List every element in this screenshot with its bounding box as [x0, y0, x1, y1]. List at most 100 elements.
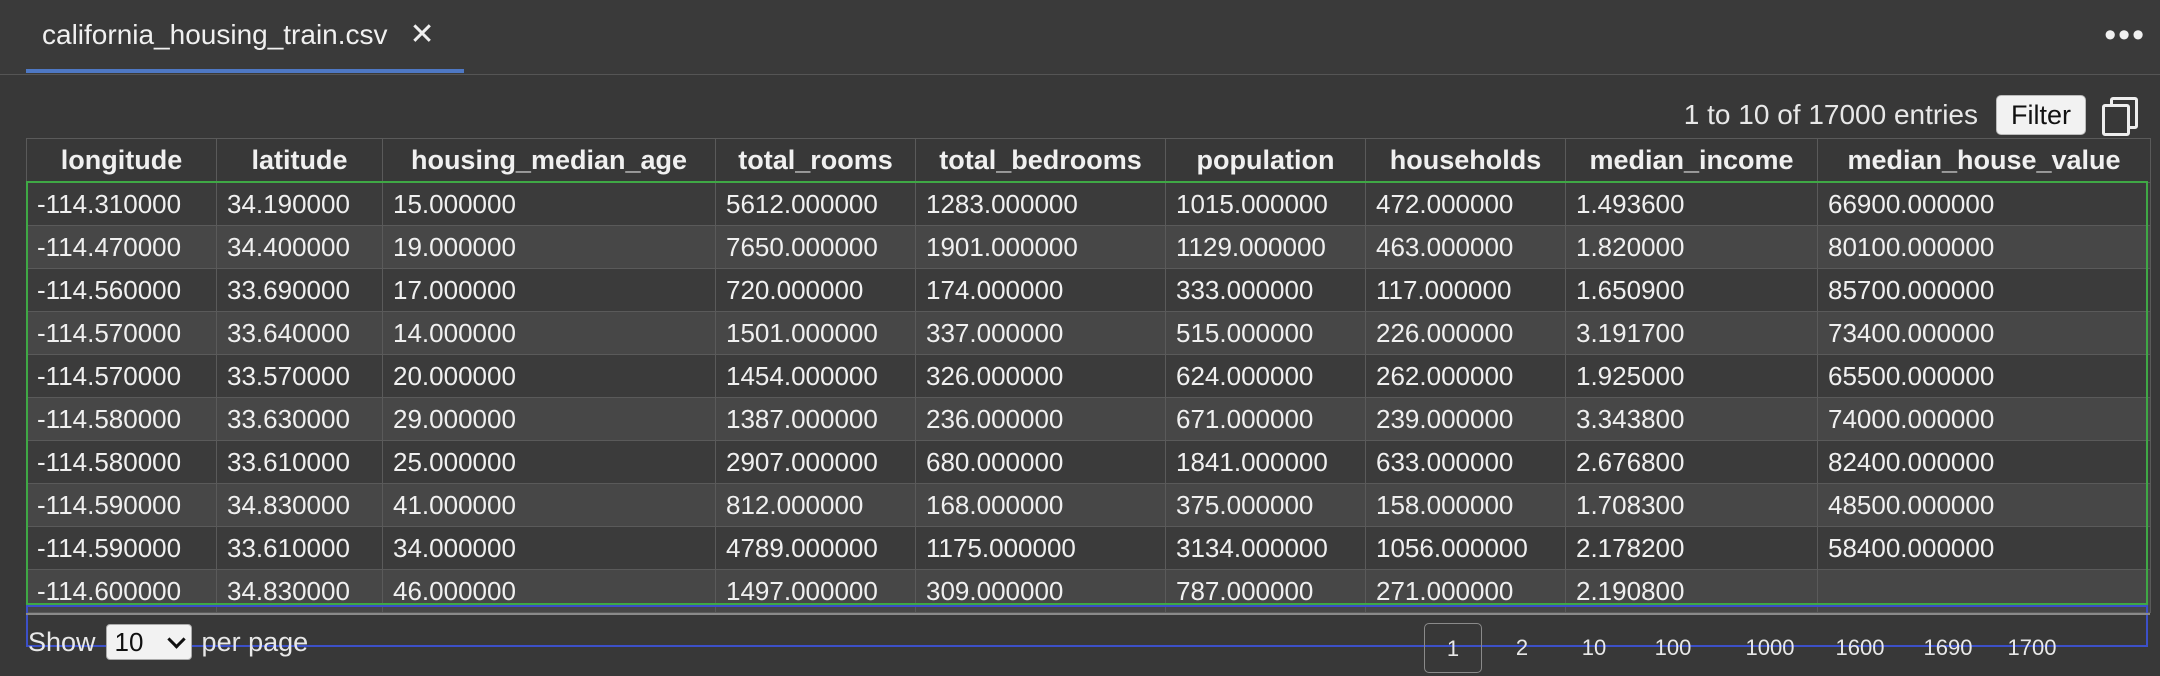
column-header-median-house-value[interactable]: median_house_value [1817, 138, 2151, 183]
table-cell[interactable]: 33.570000 [216, 354, 383, 398]
table-cell[interactable]: 2.190800 [1565, 569, 1818, 613]
table-cell[interactable]: 17.000000 [382, 268, 716, 312]
column-header-housing-median-age[interactable]: housing_median_age [382, 138, 716, 183]
table-cell[interactable]: 33.640000 [216, 311, 383, 355]
table-cell[interactable]: 671.000000 [1165, 397, 1366, 441]
tab-california-housing-train[interactable]: california_housing_train.csv ✕ [26, 0, 464, 73]
table-cell[interactable]: 65500.000000 [1817, 354, 2151, 398]
table-row[interactable]: -114.570000 33.570000 20.000000 1454.000000… [26, 354, 2151, 398]
table-cell[interactable]: 1.820000 [1565, 225, 1818, 269]
table-cell[interactable]: 33.610000 [216, 440, 383, 484]
table-row[interactable]: -114.580000 33.630000 29.000000 1387.000000… [26, 397, 2151, 441]
table-cell[interactable]: 82400.000000 [1817, 440, 2151, 484]
table-cell[interactable]: 812.000000 [715, 483, 916, 527]
column-header-latitude[interactable]: latitude [216, 138, 383, 183]
table-cell[interactable]: 15.000000 [382, 182, 716, 226]
table-cell[interactable]: 5612.000000 [715, 182, 916, 226]
table-cell[interactable]: 633.000000 [1365, 440, 1566, 484]
table-cell[interactable]: 174.000000 [915, 268, 1166, 312]
column-header-longitude[interactable]: longitude [26, 138, 217, 183]
table-cell[interactable]: 680.000000 [915, 440, 1166, 484]
table-cell[interactable]: 236.000000 [915, 397, 1166, 441]
table-cell[interactable]: 7650.000000 [715, 225, 916, 269]
per-page-select[interactable]: 10 [105, 624, 192, 660]
table-cell[interactable]: 33.610000 [216, 526, 383, 570]
table-cell[interactable]: 1283.000000 [915, 182, 1166, 226]
table-cell[interactable]: 74000.000000 [1817, 397, 2151, 441]
table-cell[interactable]: 34.830000 [216, 483, 383, 527]
table-cell[interactable]: 20.000000 [382, 354, 716, 398]
table-cell[interactable]: 34.830000 [216, 569, 383, 613]
table-cell[interactable]: 1501.000000 [715, 311, 916, 355]
table-cell[interactable]: 1175.000000 [915, 526, 1166, 570]
table-cell[interactable]: -114.600000 [26, 569, 217, 613]
table-cell[interactable]: -114.570000 [26, 311, 217, 355]
table-cell[interactable]: -114.560000 [26, 268, 217, 312]
table-cell[interactable]: 19.000000 [382, 225, 716, 269]
table-cell[interactable]: 326.000000 [915, 354, 1166, 398]
table-cell[interactable]: -114.570000 [26, 354, 217, 398]
table-cell[interactable]: 29.000000 [382, 397, 716, 441]
table-cell[interactable]: 58400.000000 [1817, 526, 2151, 570]
table-cell[interactable]: 2.178200 [1565, 526, 1818, 570]
table-cell[interactable]: 720.000000 [715, 268, 916, 312]
page-button-2[interactable]: 2 [1515, 635, 1529, 660]
table-cell[interactable]: 1497.000000 [715, 569, 916, 613]
table-row[interactable]: -114.570000 33.640000 14.000000 1501.000000… [26, 311, 2151, 355]
table-cell[interactable]: 515.000000 [1165, 311, 1366, 355]
table-cell[interactable]: 3.343800 [1565, 397, 1818, 441]
table-cell[interactable]: 34.190000 [216, 182, 383, 226]
column-header-median-income[interactable]: median_income [1565, 138, 1818, 183]
table-cell[interactable]: 33.630000 [216, 397, 383, 441]
table-cell[interactable]: 1.925000 [1565, 354, 1818, 398]
table-cell[interactable]: 25.000000 [382, 440, 716, 484]
table-cell[interactable]: 3.191700 [1565, 311, 1818, 355]
table-cell[interactable]: 1.708300 [1565, 483, 1818, 527]
table-cell[interactable]: 158.000000 [1365, 483, 1566, 527]
table-row[interactable]: -114.560000 33.690000 17.000000 720.000000 1… [26, 268, 2151, 312]
column-header-households[interactable]: households [1365, 138, 1566, 183]
table-row[interactable]: -114.310000 34.190000 15.000000 5612.000000… [26, 182, 2151, 226]
table-cell[interactable]: 337.000000 [915, 311, 1166, 355]
table-cell[interactable]: 33.690000 [216, 268, 383, 312]
table-cell[interactable]: 34.000000 [382, 526, 716, 570]
table-cell[interactable]: 73400.000000 [1817, 311, 2151, 355]
table-cell[interactable]: 2907.000000 [715, 440, 916, 484]
table-cell[interactable]: 226.000000 [1365, 311, 1566, 355]
page-button-1700[interactable]: 1700 [2007, 635, 2057, 660]
table-cell[interactable]: 41.000000 [382, 483, 716, 527]
page-button-10[interactable]: 10 [1581, 635, 1607, 660]
table-cell[interactable]: 787.000000 [1165, 569, 1366, 613]
table-cell[interactable]: -114.590000 [26, 526, 217, 570]
table-cell[interactable]: 239.000000 [1365, 397, 1566, 441]
table-cell[interactable]: 48500.000000 [1817, 483, 2151, 527]
table-cell[interactable]: 46.000000 [382, 569, 716, 613]
page-button-1[interactable]: 1 [1424, 623, 1482, 673]
table-cell[interactable]: -114.590000 [26, 483, 217, 527]
table-cell[interactable]: -114.580000 [26, 440, 217, 484]
filter-button[interactable]: Filter [1996, 95, 2086, 135]
table-cell[interactable]: -114.310000 [26, 182, 217, 226]
table-cell[interactable]: 1454.000000 [715, 354, 916, 398]
table-cell[interactable]: 333.000000 [1165, 268, 1366, 312]
table-cell[interactable]: 624.000000 [1165, 354, 1366, 398]
table-cell[interactable]: 1015.000000 [1165, 182, 1366, 226]
copy-icon[interactable] [2102, 97, 2138, 136]
table-cell[interactable]: 14.000000 [382, 311, 716, 355]
table-row[interactable]: -114.470000 34.400000 19.000000 7650.000000… [26, 225, 2151, 269]
page-button-1600[interactable]: 1600 [1835, 635, 1885, 660]
table-row[interactable]: -114.580000 33.610000 25.000000 2907.000000… [26, 440, 2151, 484]
table-cell[interactable]: 2.676800 [1565, 440, 1818, 484]
table-cell[interactable]: 3134.000000 [1165, 526, 1366, 570]
table-cell[interactable]: 262.000000 [1365, 354, 1566, 398]
table-cell[interactable]: 1056.000000 [1365, 526, 1566, 570]
table-cell[interactable]: 463.000000 [1365, 225, 1566, 269]
page-button-1690[interactable]: 1690 [1923, 635, 1973, 660]
table-cell[interactable]: 80100.000000 [1817, 225, 2151, 269]
table-cell[interactable]: 1387.000000 [715, 397, 916, 441]
table-cell[interactable]: 375.000000 [1165, 483, 1366, 527]
column-header-total-bedrooms[interactable]: total_bedrooms [915, 138, 1166, 183]
column-header-total-rooms[interactable]: total_rooms [715, 138, 916, 183]
table-cell[interactable] [1817, 569, 2151, 613]
table-cell[interactable]: 34.400000 [216, 225, 383, 269]
